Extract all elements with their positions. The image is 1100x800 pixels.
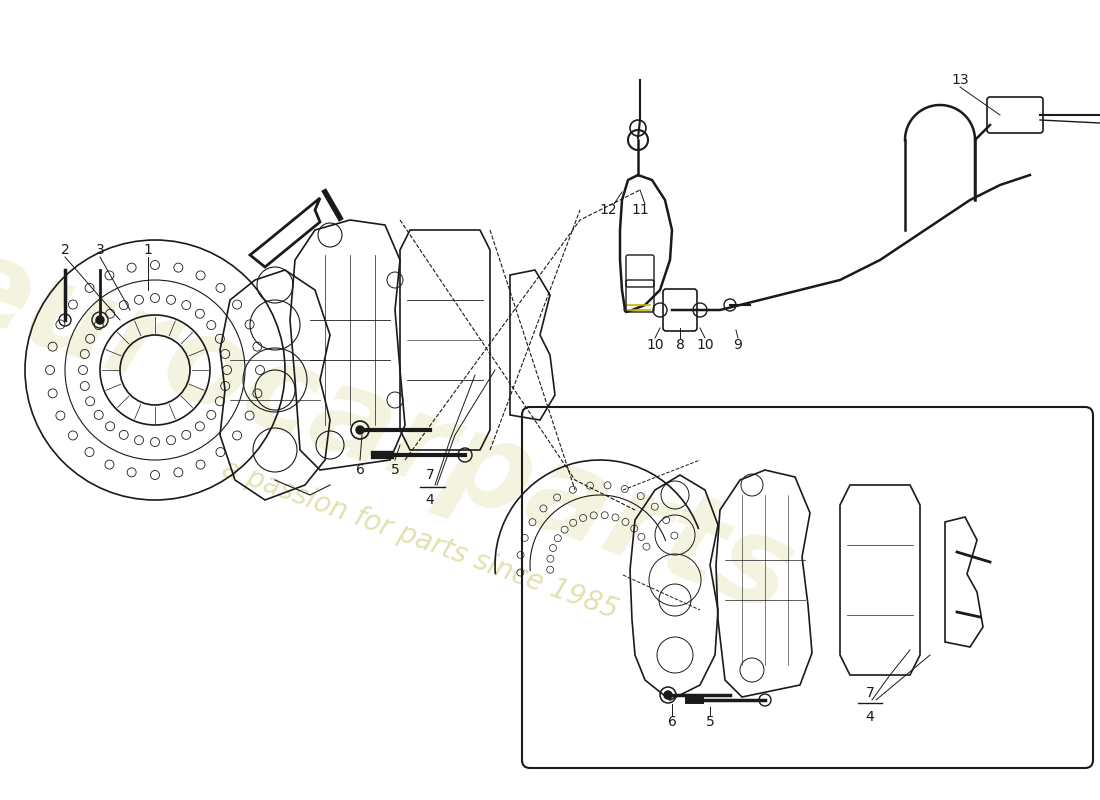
Text: 2: 2 <box>60 243 69 257</box>
Text: 8: 8 <box>675 338 684 352</box>
Polygon shape <box>250 198 320 267</box>
Circle shape <box>96 316 104 324</box>
Text: 7: 7 <box>426 468 434 482</box>
Text: 6: 6 <box>355 463 364 477</box>
Text: 12: 12 <box>600 203 617 217</box>
Text: 10: 10 <box>646 338 663 352</box>
Text: 3: 3 <box>96 243 104 257</box>
Text: 4: 4 <box>426 493 434 507</box>
Circle shape <box>664 691 672 699</box>
Text: eurocarparts: eurocarparts <box>0 222 808 638</box>
Text: a passion for parts since 1985: a passion for parts since 1985 <box>218 455 622 625</box>
Text: 4: 4 <box>866 710 874 724</box>
Text: 10: 10 <box>696 338 714 352</box>
Text: 5: 5 <box>705 715 714 729</box>
Text: 13: 13 <box>952 73 969 87</box>
Text: 7: 7 <box>866 686 874 700</box>
Text: 11: 11 <box>631 203 649 217</box>
Text: 1: 1 <box>144 243 153 257</box>
Circle shape <box>356 426 364 434</box>
Text: 6: 6 <box>668 715 676 729</box>
Text: 9: 9 <box>734 338 742 352</box>
Text: 5: 5 <box>390 463 399 477</box>
